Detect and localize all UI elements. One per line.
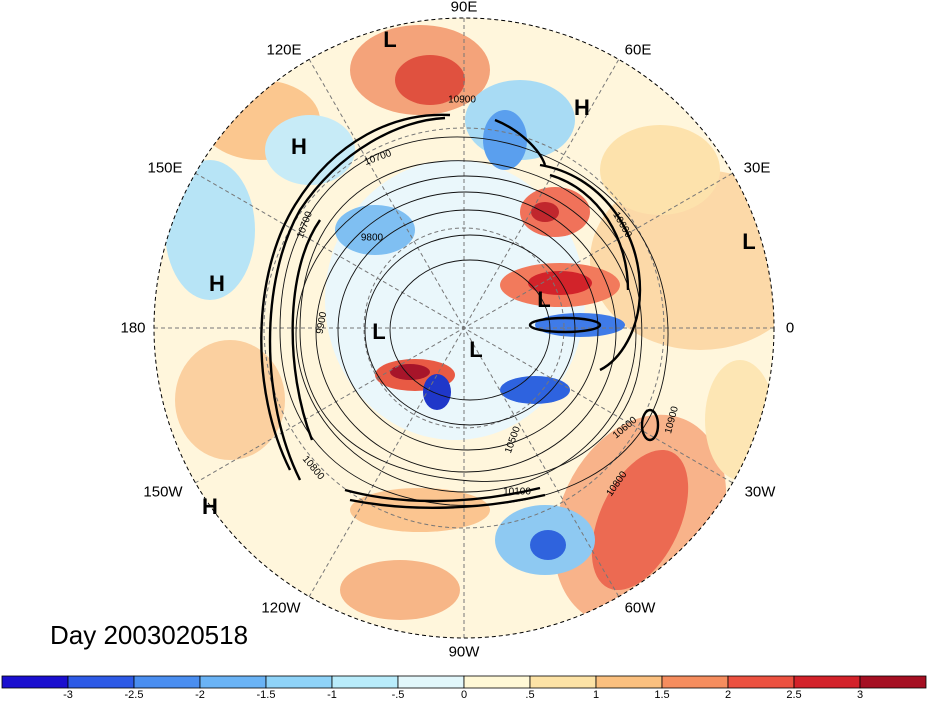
colorbar-swatch xyxy=(199,675,267,689)
colorbar-tick-label: 2.5 xyxy=(786,689,802,701)
graticule xyxy=(154,18,774,638)
colorbar-swatch xyxy=(1,675,69,689)
colorbar-swatch xyxy=(67,675,135,689)
colorbar-swatch xyxy=(727,675,795,689)
lon-label-60w: 60W xyxy=(624,599,656,617)
height-contours xyxy=(279,136,669,506)
colorbar-tick-label: -1.5 xyxy=(256,689,276,701)
colorbar-swatch xyxy=(529,675,597,689)
map-boundary xyxy=(153,17,775,639)
colorbar-tick-label: -2 xyxy=(195,689,205,701)
lon-label-60e: 60E xyxy=(624,41,652,59)
lon-label-30w: 30W xyxy=(744,483,776,501)
colorbar-tick-label: 0 xyxy=(460,689,468,701)
lon-label-120w: 120W xyxy=(261,599,301,617)
anomaly-field xyxy=(154,18,774,638)
lon-label-150e: 150E xyxy=(147,159,183,177)
pressure-center-low: L xyxy=(383,27,397,52)
lon-label-0: 0 xyxy=(785,319,795,337)
lon-label-90e: 90E xyxy=(450,0,478,16)
contour-label: 10100 xyxy=(503,486,531,498)
colorbar-swatch xyxy=(859,675,927,689)
colorbar-swatch xyxy=(595,675,663,689)
colorbar-tick-label: -1 xyxy=(327,689,337,701)
colorbar-swatch xyxy=(331,675,399,689)
contour-label: 10900 xyxy=(448,94,476,106)
colorbar-swatch xyxy=(397,675,465,689)
pressure-center-high: H xyxy=(202,494,218,519)
pressure-center-high: H xyxy=(209,271,225,296)
colorbar-tick-label: 2 xyxy=(724,689,732,701)
lon-label-30e: 30E xyxy=(743,159,771,177)
pressure-center-low: L xyxy=(372,319,386,344)
colorbar-tick-label: 1.5 xyxy=(654,689,670,701)
lon-label-150w: 150W xyxy=(143,483,183,501)
pressure-center-low: L xyxy=(537,287,551,312)
colorbar-swatch xyxy=(265,675,333,689)
pressure-center-high: H xyxy=(291,134,307,159)
colorbar-tick-label: -3 xyxy=(63,689,73,701)
colorbar-tick-label: 3 xyxy=(856,689,864,701)
colorbar-tick-label: -.5 xyxy=(391,689,405,701)
colorbar-swatch xyxy=(133,675,201,689)
lon-label-120e: 120E xyxy=(266,41,302,59)
colorbar-tick-label: 1 xyxy=(592,689,600,701)
colorbar-swatch xyxy=(793,675,861,689)
contour-label: 9800 xyxy=(360,232,384,244)
colorbar-tick-label: .5 xyxy=(525,689,535,701)
jet-isotachs xyxy=(260,113,660,509)
colorbar-swatch xyxy=(463,675,531,689)
pressure-center-low: L xyxy=(469,337,483,362)
lon-label-180: 180 xyxy=(120,319,146,337)
colorbar-tick-label: -2.5 xyxy=(124,689,144,701)
colorbar-swatch xyxy=(661,675,729,689)
day-title: Day 2003020518 xyxy=(50,620,249,650)
lon-label-90w: 90W xyxy=(448,643,480,661)
pressure-center-low: L xyxy=(742,229,756,254)
pressure-center-high: H xyxy=(574,95,590,120)
colorbar xyxy=(1,675,927,689)
